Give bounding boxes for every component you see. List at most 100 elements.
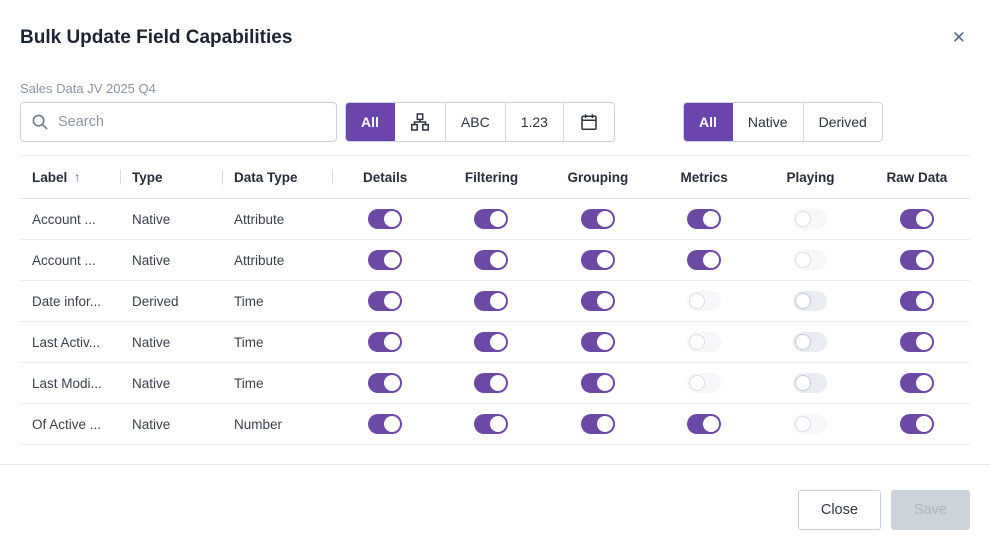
details-toggle[interactable] bbox=[368, 373, 403, 393]
toggle-cell bbox=[438, 373, 544, 393]
toggle-cell bbox=[864, 209, 970, 229]
filtering-toggle[interactable] bbox=[474, 373, 509, 393]
column-header-raw-data: Raw Data bbox=[886, 169, 948, 185]
toggle-cell bbox=[651, 209, 757, 229]
playing-toggle bbox=[793, 414, 828, 434]
metrics-toggle[interactable] bbox=[687, 414, 722, 434]
cell-type: Native bbox=[132, 375, 171, 391]
playing-toggle[interactable] bbox=[793, 291, 828, 311]
raw-data-toggle[interactable] bbox=[899, 291, 934, 311]
metrics-toggle[interactable] bbox=[687, 209, 722, 229]
toggle-cell bbox=[332, 373, 438, 393]
details-toggle[interactable] bbox=[368, 209, 403, 229]
toggle-cell bbox=[651, 291, 757, 311]
cell-data-type: Time bbox=[234, 334, 264, 350]
toggle-cell bbox=[864, 373, 970, 393]
toggle-cell bbox=[757, 291, 863, 311]
dialog-footer: Close Save bbox=[797, 490, 970, 530]
grouping-toggle[interactable] bbox=[580, 414, 615, 434]
toggle-cell bbox=[545, 373, 651, 393]
playing-toggle[interactable] bbox=[793, 332, 828, 352]
origin-filter-native-button[interactable]: Native bbox=[732, 103, 804, 141]
column-header-playing: Playing bbox=[786, 169, 835, 185]
raw-data-toggle[interactable] bbox=[899, 373, 934, 393]
playing-toggle bbox=[793, 209, 828, 229]
data-type-filter-date-button[interactable] bbox=[563, 103, 614, 141]
grouping-toggle[interactable] bbox=[580, 332, 615, 352]
column-header-label[interactable]: Label ↑ bbox=[20, 170, 120, 185]
toggle-cell bbox=[332, 209, 438, 229]
metrics-toggle[interactable] bbox=[687, 250, 722, 270]
origin-filter-group: All Native Derived bbox=[683, 102, 883, 142]
column-header-label: Data Type bbox=[234, 169, 298, 185]
data-type-filter-hierarchy-button[interactable] bbox=[394, 103, 446, 141]
data-type-filter-abc-button[interactable]: ABC bbox=[445, 103, 506, 141]
grouping-toggle[interactable] bbox=[580, 291, 615, 311]
toggle-cell bbox=[864, 250, 970, 270]
toggle-cell bbox=[757, 209, 863, 229]
metrics-toggle bbox=[687, 332, 722, 352]
toggle-cell bbox=[545, 414, 651, 434]
playing-toggle bbox=[793, 250, 828, 270]
save-button[interactable]: Save bbox=[890, 490, 970, 530]
toggle-cell bbox=[651, 250, 757, 270]
grouping-toggle[interactable] bbox=[580, 373, 615, 393]
calendar-icon bbox=[579, 112, 599, 132]
toggle-cell bbox=[757, 250, 863, 270]
origin-filter-all-button[interactable]: All bbox=[684, 103, 733, 141]
footer-divider bbox=[0, 464, 990, 465]
raw-data-toggle[interactable] bbox=[899, 209, 934, 229]
toggle-cell bbox=[438, 291, 544, 311]
table-row: Last Activ... Native Time bbox=[20, 322, 970, 363]
toggle-cell bbox=[332, 250, 438, 270]
toggle-cell bbox=[757, 414, 863, 434]
search-box[interactable] bbox=[20, 102, 337, 142]
raw-data-toggle[interactable] bbox=[899, 250, 934, 270]
toggle-cell bbox=[864, 291, 970, 311]
close-icon[interactable]: ✕ bbox=[951, 28, 966, 47]
toggle-cell bbox=[438, 250, 544, 270]
toggle-cell bbox=[651, 414, 757, 434]
raw-data-toggle[interactable] bbox=[899, 414, 934, 434]
toggle-cell bbox=[651, 373, 757, 393]
cell-type: Derived bbox=[132, 293, 179, 309]
filtering-toggle[interactable] bbox=[474, 414, 509, 434]
details-toggle[interactable] bbox=[368, 414, 403, 434]
details-toggle[interactable] bbox=[368, 332, 403, 352]
data-type-filter-numeric-button[interactable]: 1.23 bbox=[505, 103, 564, 141]
toggle-cell bbox=[438, 332, 544, 352]
filtering-toggle[interactable] bbox=[474, 209, 509, 229]
cell-label: Last Modi... bbox=[32, 375, 102, 391]
origin-filter-derived-button[interactable]: Derived bbox=[803, 103, 882, 141]
filtering-toggle[interactable] bbox=[474, 291, 509, 311]
cell-label: Last Activ... bbox=[32, 334, 101, 350]
filtering-toggle[interactable] bbox=[474, 332, 509, 352]
filtering-toggle[interactable] bbox=[474, 250, 509, 270]
toggle-cell bbox=[438, 209, 544, 229]
table-header-row: Label ↑ Type Data Type Details Filtering Group… bbox=[20, 155, 970, 199]
field-capabilities-table: Label ↑ Type Data Type Details Filtering Group… bbox=[20, 155, 970, 445]
details-toggle[interactable] bbox=[368, 291, 403, 311]
cell-data-type: Attribute bbox=[234, 211, 285, 227]
data-type-filter-all-button[interactable]: All bbox=[346, 103, 395, 141]
grouping-toggle[interactable] bbox=[580, 209, 615, 229]
column-header-data-type[interactable]: Data Type bbox=[222, 170, 332, 185]
toggle-cell bbox=[651, 332, 757, 352]
search-icon bbox=[32, 114, 48, 130]
column-header-type[interactable]: Type bbox=[120, 170, 222, 185]
cell-data-type: Time bbox=[234, 375, 264, 391]
raw-data-toggle[interactable] bbox=[899, 332, 934, 352]
close-button[interactable]: Close bbox=[797, 490, 881, 530]
cell-label: Account ... bbox=[32, 211, 96, 227]
toggle-cell bbox=[545, 291, 651, 311]
column-header-label: Label bbox=[32, 169, 68, 185]
search-input[interactable] bbox=[56, 113, 326, 131]
details-toggle[interactable] bbox=[368, 250, 403, 270]
grouping-toggle[interactable] bbox=[580, 250, 615, 270]
cell-label: Account ... bbox=[32, 252, 96, 268]
toggle-cell bbox=[332, 291, 438, 311]
playing-toggle[interactable] bbox=[793, 373, 828, 393]
cell-label: Of Active ... bbox=[32, 416, 102, 432]
toggle-cell bbox=[332, 332, 438, 352]
